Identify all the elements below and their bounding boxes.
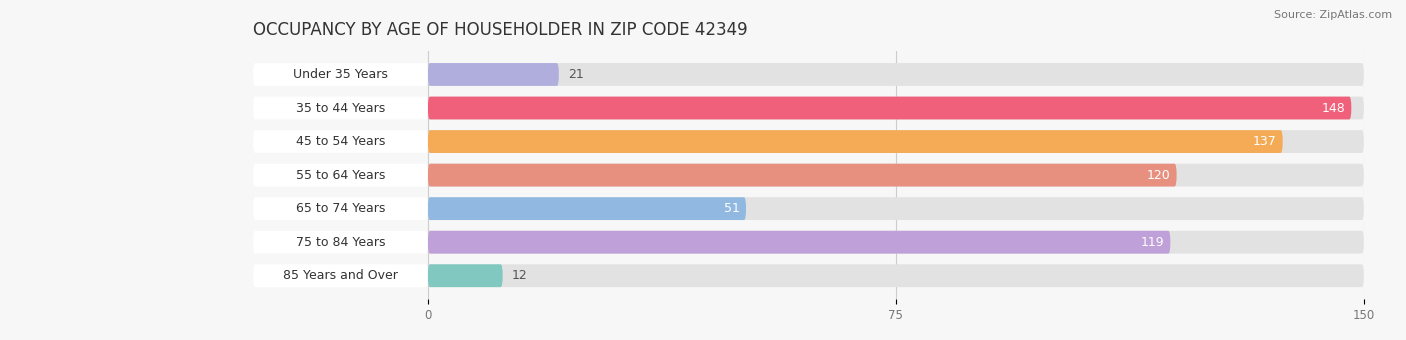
FancyBboxPatch shape	[253, 197, 427, 220]
FancyBboxPatch shape	[427, 197, 1364, 220]
Text: 148: 148	[1322, 102, 1346, 115]
FancyBboxPatch shape	[427, 264, 503, 287]
FancyBboxPatch shape	[427, 63, 558, 86]
Text: 51: 51	[724, 202, 740, 215]
Text: 21: 21	[568, 68, 583, 81]
FancyBboxPatch shape	[253, 164, 427, 187]
FancyBboxPatch shape	[253, 130, 427, 153]
Text: 120: 120	[1147, 169, 1170, 182]
Text: 12: 12	[512, 269, 527, 282]
Text: 65 to 74 Years: 65 to 74 Years	[295, 202, 385, 215]
FancyBboxPatch shape	[253, 231, 427, 254]
Text: 119: 119	[1140, 236, 1164, 249]
FancyBboxPatch shape	[427, 130, 1282, 153]
FancyBboxPatch shape	[427, 97, 1364, 119]
Text: 35 to 44 Years: 35 to 44 Years	[295, 102, 385, 115]
FancyBboxPatch shape	[427, 197, 747, 220]
FancyBboxPatch shape	[427, 164, 1364, 187]
Text: Source: ZipAtlas.com: Source: ZipAtlas.com	[1274, 10, 1392, 20]
FancyBboxPatch shape	[427, 231, 1364, 254]
FancyBboxPatch shape	[427, 63, 1364, 86]
Text: 55 to 64 Years: 55 to 64 Years	[295, 169, 385, 182]
FancyBboxPatch shape	[427, 164, 1177, 187]
FancyBboxPatch shape	[427, 264, 1364, 287]
Text: 45 to 54 Years: 45 to 54 Years	[295, 135, 385, 148]
FancyBboxPatch shape	[253, 264, 427, 287]
FancyBboxPatch shape	[427, 97, 1351, 119]
FancyBboxPatch shape	[253, 63, 427, 86]
FancyBboxPatch shape	[427, 130, 1364, 153]
Text: 85 Years and Over: 85 Years and Over	[283, 269, 398, 282]
Text: 137: 137	[1253, 135, 1277, 148]
Text: Under 35 Years: Under 35 Years	[292, 68, 388, 81]
FancyBboxPatch shape	[427, 231, 1170, 254]
FancyBboxPatch shape	[253, 97, 427, 119]
Text: OCCUPANCY BY AGE OF HOUSEHOLDER IN ZIP CODE 42349: OCCUPANCY BY AGE OF HOUSEHOLDER IN ZIP C…	[253, 21, 748, 39]
Text: 75 to 84 Years: 75 to 84 Years	[295, 236, 385, 249]
